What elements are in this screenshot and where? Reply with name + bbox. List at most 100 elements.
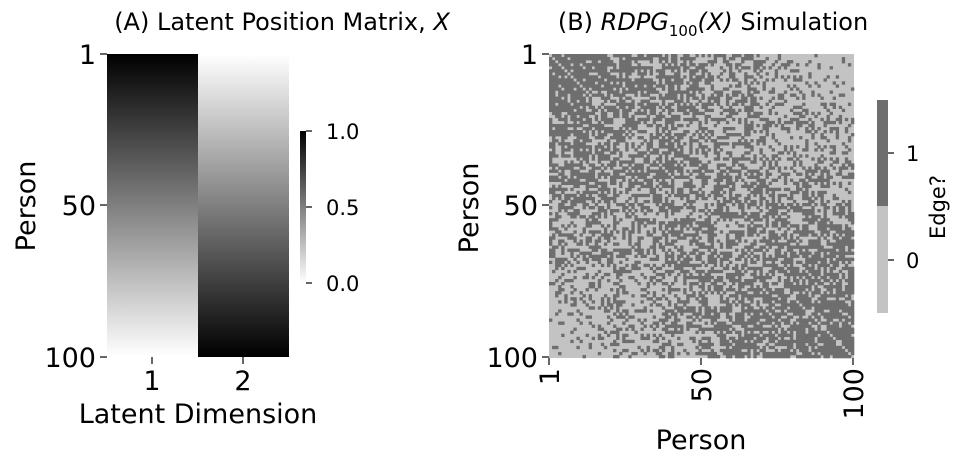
adjacency-cell — [664, 157, 669, 161]
adjacency-cell — [570, 54, 574, 58]
adjacency-cell — [646, 348, 650, 353]
adjacency-cell — [677, 99, 681, 103]
adjacency-cell — [722, 336, 727, 341]
adjacency-cell — [561, 288, 565, 292]
adjacency-cell — [841, 336, 846, 341]
adjacency-cell — [838, 300, 843, 304]
adjacency-cell — [768, 257, 772, 262]
adjacency-cell — [646, 230, 650, 234]
adjacency-cell — [643, 130, 647, 134]
adjacency-cell — [646, 99, 650, 103]
adjacency-cell — [756, 351, 760, 356]
adjacency-cell — [753, 187, 757, 192]
adjacency-cell — [686, 254, 690, 258]
adjacency-cell — [701, 75, 705, 79]
adjacency-cell — [558, 102, 562, 106]
adjacency-cell — [811, 239, 815, 243]
adjacency-cell — [613, 269, 617, 274]
adjacency-cell — [719, 339, 724, 344]
adjacency-cell — [649, 169, 653, 173]
adjacency-cell — [582, 99, 586, 103]
adjacency-cell — [664, 66, 669, 70]
adjacency-cell — [768, 354, 772, 359]
adjacency-cell — [744, 54, 748, 58]
adjacency-cell — [789, 254, 794, 258]
adjacency-cell — [799, 297, 803, 301]
adjacency-cell — [661, 178, 666, 182]
adjacency-cell — [735, 230, 739, 234]
adjacency-cell — [655, 196, 660, 201]
adjacency-cell — [658, 166, 663, 170]
adjacency-cell — [844, 309, 849, 313]
adjacency-cell — [750, 330, 754, 334]
adjacency-cell — [555, 54, 559, 58]
adjacency-cell — [561, 190, 565, 195]
adjacency-cell — [725, 206, 730, 210]
adjacency-cell — [677, 175, 681, 179]
adjacency-cell — [573, 63, 577, 67]
adjacency-cell — [549, 93, 553, 97]
adjacency-cell — [603, 248, 608, 252]
adjacency-cell — [722, 142, 727, 146]
adjacency-cell — [634, 330, 638, 334]
adjacency-cell — [667, 263, 672, 268]
adjacency-cell — [805, 230, 809, 234]
adjacency-cell — [707, 288, 711, 292]
adjacency-cell — [771, 230, 775, 234]
adjacency-cell — [771, 157, 775, 161]
adjacency-cell — [692, 72, 696, 76]
adjacency-cell — [606, 75, 611, 79]
adjacency-cell — [585, 202, 589, 207]
adjacency-cell — [768, 172, 772, 176]
adjacency-cell — [677, 230, 681, 234]
adjacency-cell — [698, 126, 702, 131]
adjacency-cell — [634, 78, 638, 82]
adjacency-cell — [744, 345, 748, 350]
adjacency-cell — [561, 206, 565, 210]
adjacency-cell — [625, 102, 629, 106]
adjacency-cell — [829, 248, 833, 252]
adjacency-cell — [829, 282, 833, 286]
adjacency-cell — [799, 275, 803, 280]
panel-b-xlabel: Person — [656, 425, 747, 456]
adjacency-cell — [777, 187, 782, 192]
adjacency-cell — [686, 221, 690, 225]
adjacency-cell — [549, 78, 553, 82]
adjacency-cell — [741, 157, 745, 161]
adjacency-cell — [823, 275, 827, 280]
adjacency-cell — [707, 336, 711, 341]
adjacency-cell — [774, 221, 779, 225]
adjacency-cell — [564, 263, 568, 268]
adjacency-cell — [616, 114, 620, 119]
adjacency-cell — [805, 81, 809, 85]
adjacency-cell — [603, 196, 608, 201]
adjacency-cell — [570, 66, 574, 70]
adjacency-cell — [561, 90, 565, 94]
adjacency-cell — [616, 108, 620, 113]
adjacency-cell — [686, 90, 690, 94]
adjacency-cell — [817, 175, 821, 179]
adjacency-cell — [741, 306, 745, 310]
adjacency-cell — [728, 324, 733, 328]
adjacency-cell — [732, 282, 736, 286]
adjacency-cell — [664, 60, 669, 64]
adjacency-cell — [738, 90, 742, 94]
adjacency-cell — [722, 212, 727, 216]
adjacency-cell — [756, 233, 760, 237]
adjacency-cell — [686, 227, 690, 231]
adjacency-cell — [555, 227, 559, 231]
adjacency-cell — [789, 327, 794, 331]
adjacency-cell — [811, 190, 815, 195]
adjacency-cell — [710, 60, 714, 64]
adjacency-cell — [570, 291, 574, 295]
adjacency-cell — [817, 227, 821, 231]
adjacency-cell — [558, 72, 562, 76]
adjacency-cell — [643, 206, 647, 210]
adjacency-cell — [774, 160, 779, 164]
adjacency-cell — [725, 126, 730, 131]
adjacency-cell — [799, 291, 803, 295]
adjacency-cell — [716, 239, 721, 243]
adjacency-cell — [713, 288, 718, 292]
adjacency-cell — [594, 221, 599, 225]
adjacency-cell — [561, 282, 565, 286]
